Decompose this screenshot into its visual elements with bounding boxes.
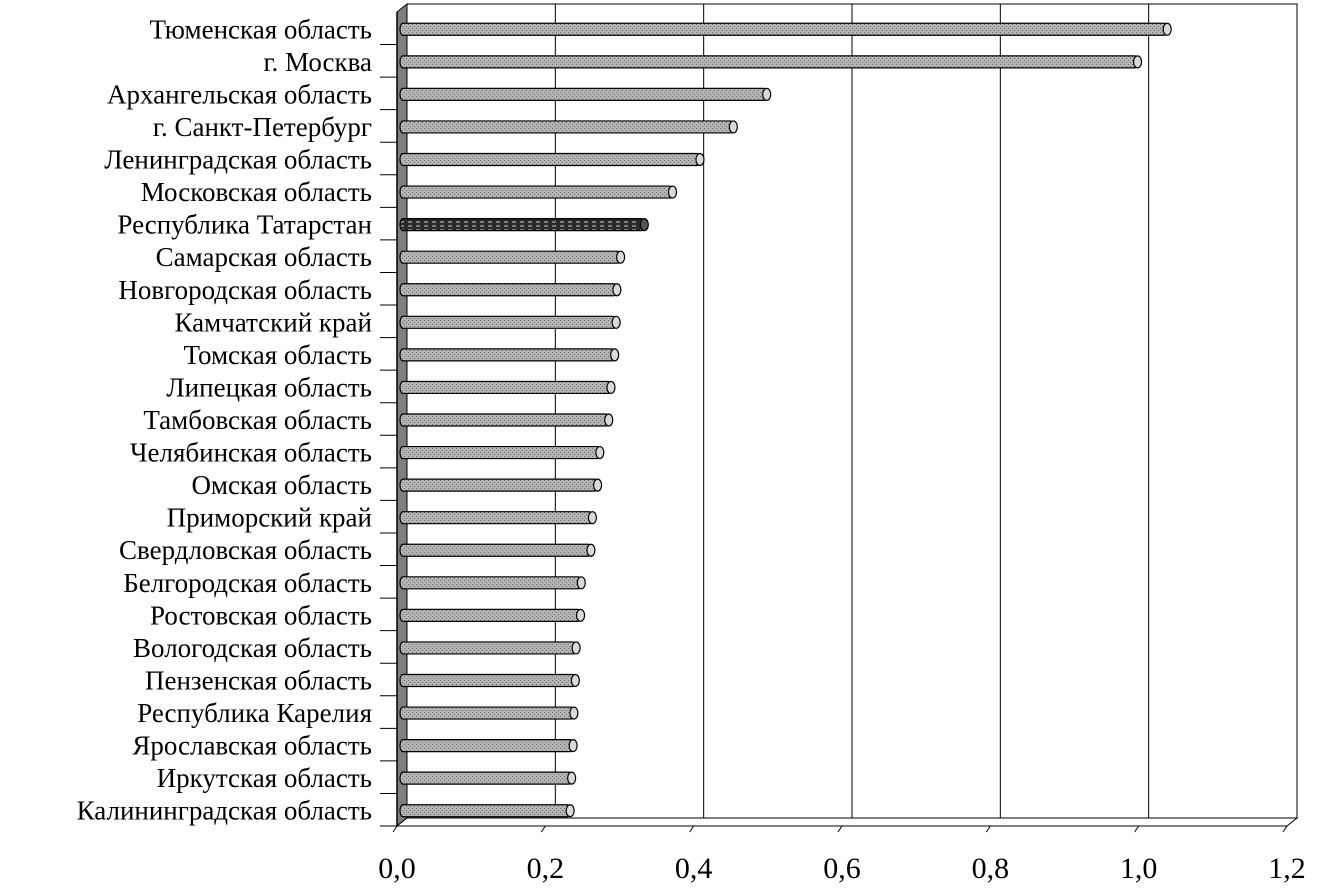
bar bbox=[399, 738, 574, 753]
x-tick-label: 1,0 bbox=[1120, 852, 1158, 885]
x-tick-mark bbox=[985, 825, 991, 833]
bar bbox=[399, 445, 601, 460]
bar-end-cap bbox=[567, 771, 577, 785]
bar bbox=[399, 608, 582, 622]
bar bbox=[399, 771, 573, 785]
x-tick-mark bbox=[837, 825, 843, 833]
category-label: Иркутская область bbox=[157, 763, 372, 793]
category-label: Липецкая область bbox=[166, 372, 372, 402]
x-axis-ticks: 0,0 0,2 0,4 0,6 0,8 1,0 1,2 bbox=[378, 825, 1306, 885]
category-label: Приморский край bbox=[167, 503, 372, 533]
bars bbox=[399, 22, 1172, 818]
bar bbox=[399, 673, 576, 688]
bar bbox=[399, 250, 622, 264]
bar bbox=[399, 315, 617, 329]
x-tick-label: 0,4 bbox=[675, 852, 713, 885]
x-tick-label: 0,2 bbox=[527, 852, 565, 885]
gridlines bbox=[554, 4, 1150, 818]
bar-end-cap bbox=[593, 478, 603, 492]
x-tick-mark bbox=[392, 825, 398, 833]
category-label: Тюменская область bbox=[150, 14, 372, 44]
category-label: Томская область bbox=[184, 340, 373, 370]
bar-end-cap bbox=[615, 250, 626, 264]
category-label: Республика Карелия bbox=[137, 698, 372, 728]
bar bbox=[399, 576, 582, 590]
category-label: г. Санкт-Петербург bbox=[153, 112, 372, 142]
x-tick-mark bbox=[689, 825, 695, 833]
bar-end-cap bbox=[728, 120, 738, 134]
bar bbox=[399, 185, 674, 199]
bar-end-cap bbox=[571, 641, 581, 655]
bar-end-cap bbox=[611, 315, 621, 329]
bar-end-cap bbox=[595, 445, 605, 460]
bar-end-cap bbox=[575, 608, 586, 622]
bar-end-cap bbox=[604, 413, 614, 427]
category-label: Ростовская область bbox=[150, 600, 372, 630]
bar-end-cap bbox=[568, 738, 578, 753]
x-tick-mark bbox=[1134, 825, 1140, 833]
bar bbox=[399, 543, 592, 557]
category-label: Челябинская область bbox=[130, 438, 372, 468]
category-label: Тамбовская область bbox=[143, 405, 372, 435]
bar bbox=[399, 348, 616, 362]
bar-end-cap bbox=[1162, 22, 1172, 36]
bar-end-cap bbox=[610, 348, 620, 362]
category-label: Ленинградская область bbox=[104, 145, 372, 175]
bar-end-cap bbox=[1132, 55, 1143, 69]
bar bbox=[399, 87, 768, 102]
bar bbox=[399, 283, 618, 297]
category-label: Свердловская область bbox=[119, 535, 372, 565]
x-tick-label: 0,0 bbox=[378, 852, 416, 885]
bar bbox=[399, 55, 1139, 69]
category-label: Ярославская область bbox=[132, 731, 372, 761]
bar-end-cap bbox=[667, 185, 678, 199]
bar-end-cap bbox=[570, 673, 580, 688]
floor bbox=[395, 817, 1299, 827]
bar bbox=[399, 804, 571, 818]
category-label: Республика Татарстан bbox=[117, 210, 372, 240]
bar bbox=[399, 706, 575, 720]
bar bbox=[399, 152, 701, 167]
x-tick-mark bbox=[1282, 825, 1288, 833]
bar bbox=[399, 478, 599, 492]
bar-end-cap bbox=[565, 804, 575, 818]
category-label: г. Москва bbox=[263, 47, 372, 77]
x-tick-label: 1,2 bbox=[1268, 852, 1306, 885]
x-tick-label: 0,8 bbox=[972, 852, 1010, 885]
bar bbox=[399, 120, 734, 134]
category-label: Калининградская область bbox=[77, 796, 372, 826]
category-label: Белгородская область bbox=[123, 568, 372, 598]
bar-end-cap bbox=[639, 218, 649, 232]
category-label: Омская область bbox=[191, 470, 372, 500]
bar bbox=[399, 641, 577, 655]
category-label: Архангельская область bbox=[107, 79, 372, 109]
bar bbox=[399, 511, 594, 525]
bar-end-cap bbox=[587, 511, 598, 525]
category-label: Московская область bbox=[141, 177, 372, 207]
bar-end-cap bbox=[569, 706, 579, 720]
x-tick-mark bbox=[540, 825, 546, 833]
category-label: Вологодская область bbox=[133, 633, 372, 663]
bar bbox=[399, 218, 645, 232]
bar-end-cap bbox=[576, 576, 586, 590]
bar-end-cap bbox=[606, 380, 616, 395]
bar-end-cap bbox=[586, 543, 596, 557]
bar-end-cap bbox=[762, 87, 772, 102]
bar bbox=[399, 413, 610, 427]
bar bbox=[399, 22, 1168, 36]
bar-end-cap bbox=[695, 152, 705, 167]
category-label: Пензенская область bbox=[145, 665, 372, 695]
x-tick-label: 0,6 bbox=[823, 852, 861, 885]
category-label: Самарская область bbox=[156, 242, 372, 272]
category-label: Камчатский край bbox=[174, 307, 372, 337]
bar bbox=[399, 380, 612, 395]
bar-end-cap bbox=[612, 283, 622, 297]
category-label: Новгородская область bbox=[118, 275, 372, 305]
